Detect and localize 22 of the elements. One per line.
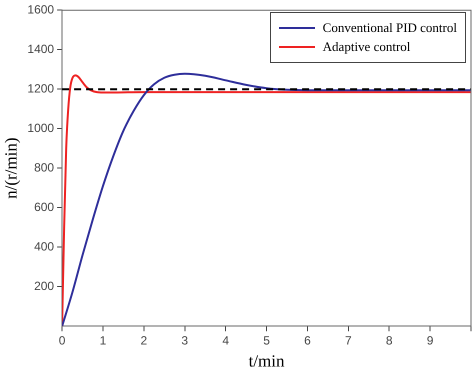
x-axis-title: t/min xyxy=(248,351,285,370)
x-tick-label: 2 xyxy=(140,334,148,348)
legend-label: Conventional PID control xyxy=(322,20,457,36)
x-tick-label: 8 xyxy=(386,334,393,348)
x-tick-label: 6 xyxy=(304,334,312,348)
x-tick-label: 3 xyxy=(181,334,188,348)
y-tick-label: 400 xyxy=(34,240,54,254)
y-axis-title: n/(r/min) xyxy=(2,138,21,199)
x-tick-label: 4 xyxy=(222,334,230,348)
y-tick-label: 1600 xyxy=(27,2,54,17)
y-tick-label: 600 xyxy=(34,200,54,214)
y-tick-label: 200 xyxy=(34,279,54,294)
y-tick-label: 1000 xyxy=(27,121,54,136)
x-tick-label: 7 xyxy=(344,334,352,348)
y-tick-label: 800 xyxy=(34,160,54,175)
x-tick-label: 9 xyxy=(426,334,434,348)
legend-label: Adaptive control xyxy=(322,39,410,55)
y-tick-label: 1400 xyxy=(27,42,54,56)
y-tick-label: 1200 xyxy=(27,82,54,96)
x-tick-label: 0 xyxy=(58,334,66,348)
x-tick-label: 1 xyxy=(100,334,107,348)
x-tick-label: 5 xyxy=(263,334,270,348)
